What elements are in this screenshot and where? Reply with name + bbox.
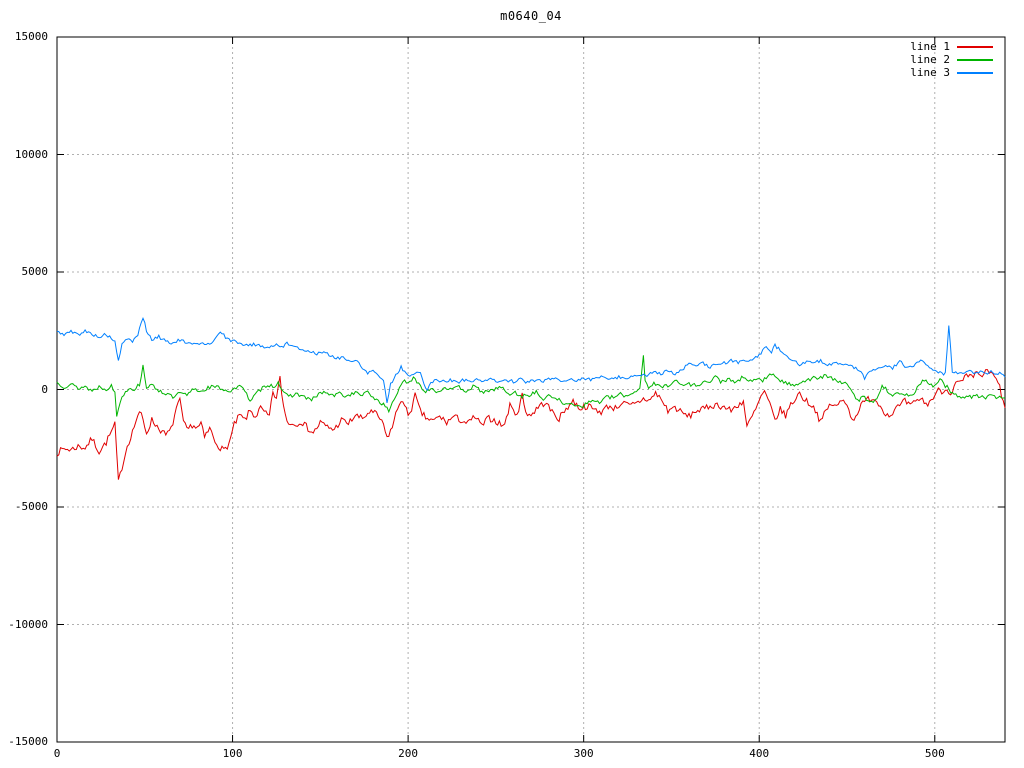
legend-line-sample-2: [957, 58, 993, 61]
series-line-1: [56, 369, 1006, 480]
legend-label-line-3: line 3: [910, 66, 950, 79]
y-tick-label: -5000: [14, 500, 48, 513]
y-tick-label: -15000: [8, 735, 48, 748]
plot-border: [56, 36, 1006, 743]
legend-line-sample-3: [957, 71, 993, 74]
y-tick-label: 15000: [14, 30, 48, 43]
x-tick-label: 100: [222, 747, 243, 760]
y-tick-label: -10000: [8, 617, 48, 631]
x-tick-label: 300: [573, 747, 594, 760]
legend: line 1 line 2 line 3: [910, 40, 993, 79]
legend-label-line-1: line 1: [910, 40, 950, 53]
x-tick-label: 200: [398, 747, 419, 760]
x-tick-label: 400: [749, 747, 770, 760]
series-line-2: [56, 355, 1006, 417]
legend-item-line-1: line 1: [910, 40, 993, 53]
y-tick-label: 0: [41, 382, 48, 396]
y-tick-label: 10000: [14, 147, 48, 161]
x-tick-label: 500: [924, 747, 945, 760]
legend-line-sample-1: [957, 45, 993, 48]
legend-label-line-2: line 2: [910, 53, 950, 66]
series-line-3: [56, 317, 1006, 404]
chart-title: m0640_04: [500, 9, 562, 23]
x-tick-label: 0: [53, 747, 61, 760]
legend-item-line-3: line 3: [910, 66, 993, 79]
y-tick-label: 5000: [21, 265, 49, 278]
legend-item-line-2: line 2: [910, 53, 993, 66]
